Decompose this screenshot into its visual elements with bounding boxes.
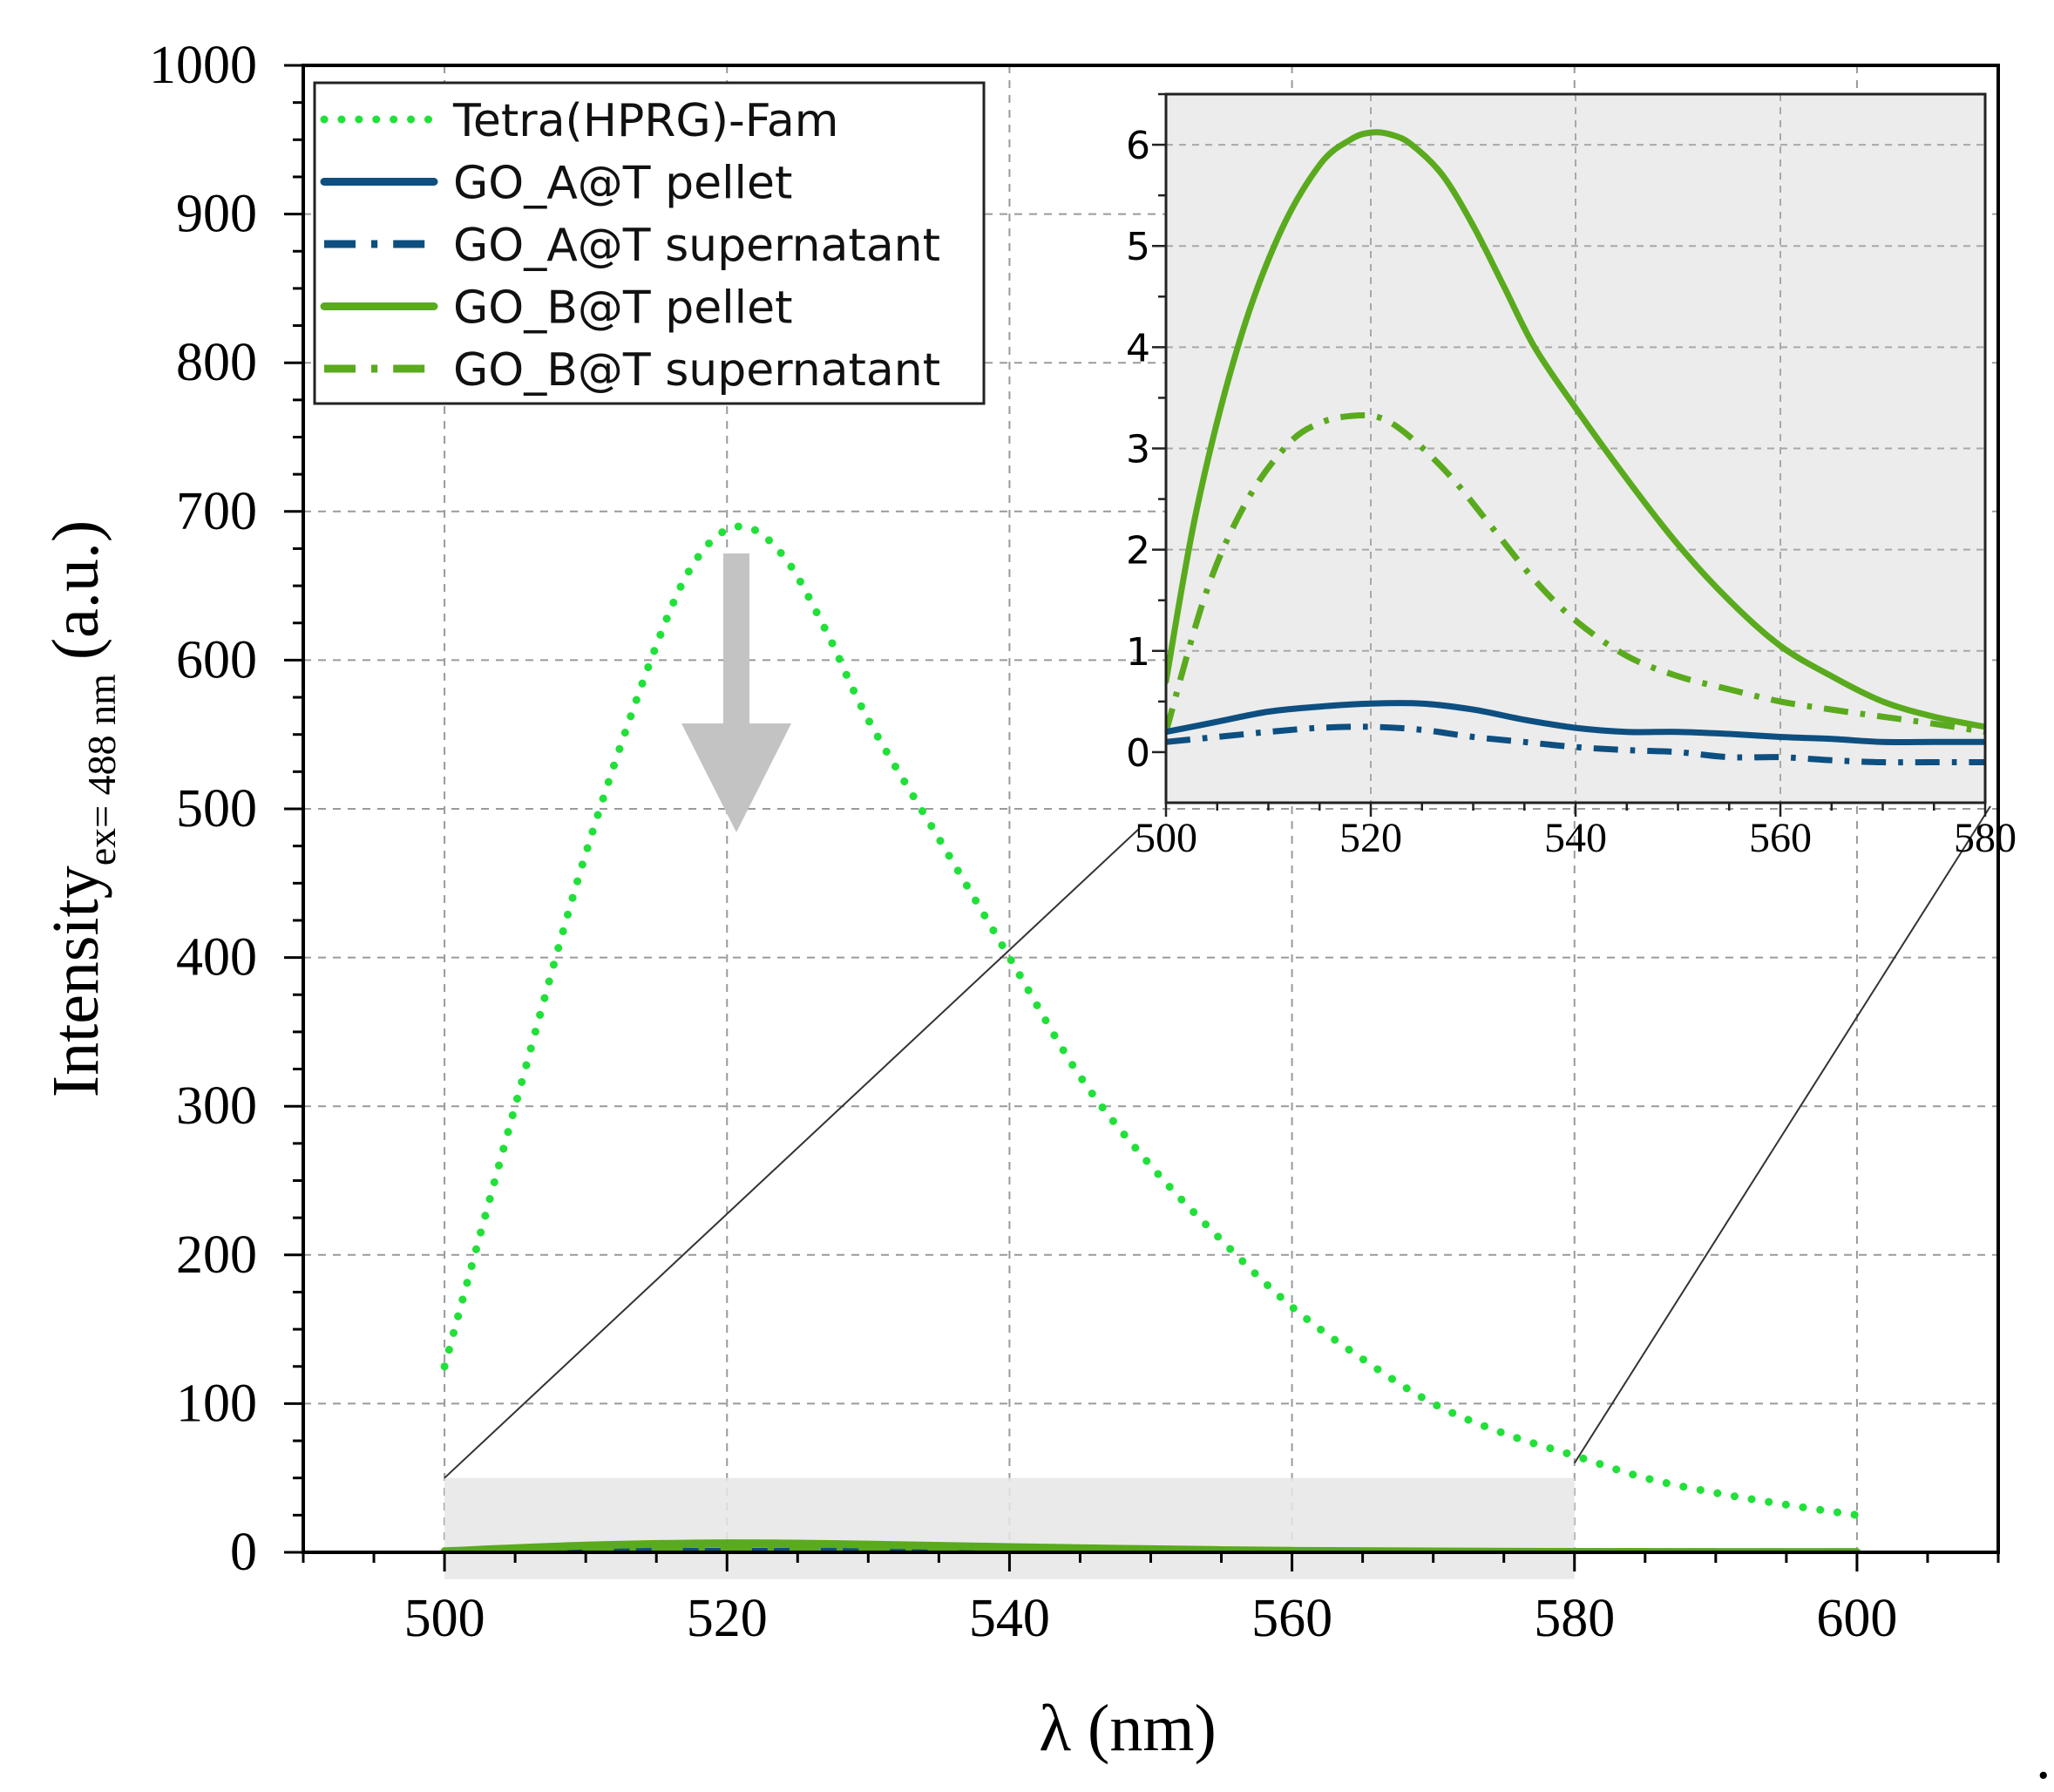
main-ticks (284, 64, 2000, 1571)
inset-y-tick-label-5: 5 (1126, 225, 1150, 269)
y-tick-label-100: 100 (176, 1374, 257, 1433)
y-tick-label-800: 800 (176, 333, 257, 392)
inset-series-line-go-b-t-supernatant (1166, 412, 1985, 736)
y-axis-title-unit: (a.u.) (39, 520, 112, 660)
quench-arrow-icon (681, 553, 791, 832)
inset-chart: 500 520 540 560 580 0 1 2 3 4 5 6 (1126, 92, 2017, 861)
inset-series-line-go-a-t-supernatant (1166, 723, 1985, 766)
inset-y-tick-label-1: 1 (1126, 630, 1150, 675)
inset-y-tick-label-6: 6 (1126, 124, 1150, 168)
x-tick-label-500: 500 (404, 1589, 485, 1648)
inset-series-line-go-a-t-pellet (1166, 700, 1985, 746)
legend-label-tetra-hprg-fam: Tetra(HPRG)-Fam (452, 95, 838, 147)
y-tick-label-600: 600 (176, 630, 257, 689)
legend-label-go-b-t-supernatant: GO_B@T supernatant (453, 344, 940, 397)
inset-x-tick-label-500: 500 (1135, 815, 1197, 861)
zoom-connector-right (1573, 805, 1991, 1464)
inset-y-tick-label-2: 2 (1126, 529, 1150, 574)
inset-x-tick-label-580: 580 (1954, 815, 2017, 861)
main-series-line-tetra-hprg-fam (440, 522, 1861, 1519)
y-axis-title-subscript: ex= 488 nm (79, 674, 124, 865)
inset-tick-labels: 500 520 540 560 580 0 1 2 3 4 5 6 (1126, 124, 2017, 861)
inset-series (1166, 129, 1985, 766)
inset-ticks (1152, 92, 1987, 817)
x-axis-title: λ (nm) (1039, 1692, 1217, 1765)
inset-x-tick-label-560: 560 (1749, 815, 1812, 861)
y-tick-label-200: 200 (176, 1225, 257, 1285)
zoom-connector-left (444, 827, 1141, 1479)
y-tick-label-400: 400 (176, 928, 257, 988)
inset-y-tick-label-3: 3 (1126, 428, 1150, 472)
x-tick-label-560: 560 (1251, 1589, 1332, 1648)
legend-label-go-a-t-supernatant: GO_A@T supernatant (453, 220, 940, 272)
inset-x-tick-label-540: 540 (1544, 815, 1607, 861)
x-tick-label-580: 580 (1534, 1589, 1615, 1648)
x-tick-label-600: 600 (1816, 1589, 1897, 1648)
inset-series-line-go-b-t-pellet (1166, 129, 1985, 730)
inset-grid (1166, 94, 1985, 803)
trailing-mark: . (2036, 1725, 2051, 1792)
x-tick-label-540: 540 (969, 1589, 1050, 1648)
legend: Tetra(HPRG)-Fam GO_A@T pellet GO_A@T super… (313, 81, 986, 405)
y-tick-label-0: 0 (230, 1523, 257, 1582)
legend-label-go-a-t-pellet: GO_A@T pellet (453, 158, 792, 210)
inset-x-tick-label-520: 520 (1339, 815, 1402, 861)
y-tick-label-900: 900 (176, 185, 257, 244)
x-tick-label-520: 520 (687, 1589, 768, 1648)
y-tick-label-500: 500 (176, 779, 257, 838)
main-tick-labels: 500 520 540 560 580 6000100200300400500600700… (149, 36, 1897, 1648)
y-tick-label-300: 300 (176, 1076, 257, 1136)
y-axis-title: Intensityex= 488 nm (a.u.) (39, 520, 124, 1097)
legend-label-go-b-t-pellet: GO_B@T pellet (453, 282, 792, 335)
legend-box (313, 81, 986, 405)
y-axis-title-main: Intensity (39, 865, 112, 1097)
inset-y-tick-label-4: 4 (1126, 326, 1150, 370)
y-tick-label-700: 700 (176, 482, 257, 541)
y-tick-label-1000: 1000 (149, 36, 257, 95)
inset-y-tick-label-0: 0 (1126, 731, 1150, 776)
